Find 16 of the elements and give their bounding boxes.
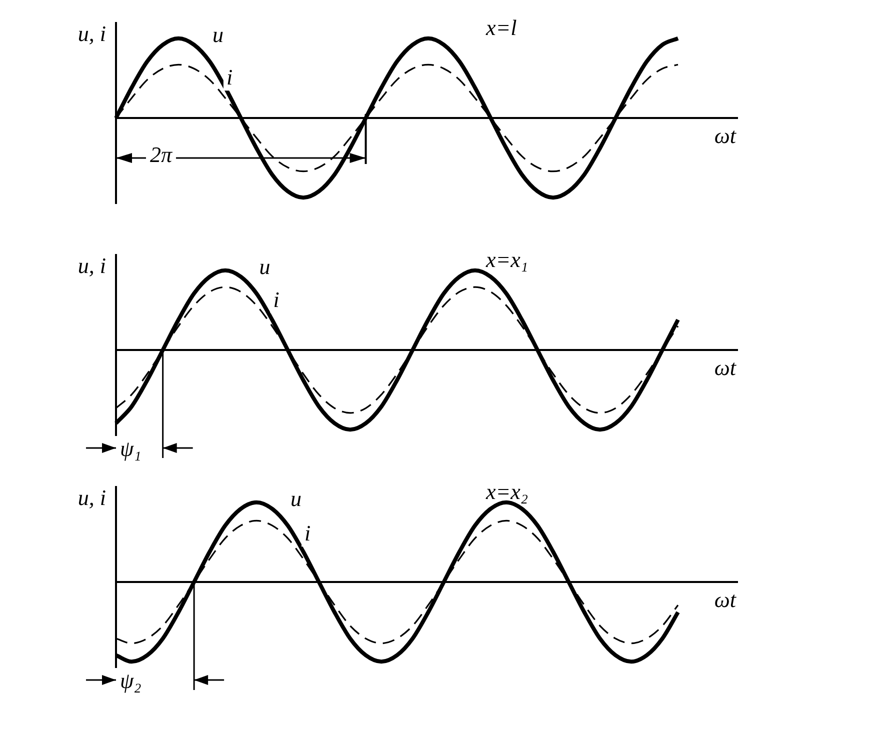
- series-label: u: [212, 22, 224, 48]
- y-axis-title: u, i: [78, 484, 106, 510]
- x-axis-title: ωt: [714, 586, 737, 612]
- series-label: u: [290, 486, 302, 512]
- series-label: i: [304, 520, 311, 546]
- series-label: u: [259, 254, 270, 280]
- y-axis-title: u, i: [78, 252, 106, 278]
- annotation: x=l: [485, 14, 517, 40]
- annotation: x=x₁: [485, 246, 528, 272]
- y-axis-title: u, i: [78, 20, 106, 46]
- x-axis-title: ωt: [714, 354, 737, 380]
- annotation: x=x₂: [485, 478, 528, 504]
- x-axis-title: ωt: [714, 122, 737, 148]
- annotation: 2π: [146, 142, 176, 168]
- series-label: i: [226, 64, 233, 90]
- series-label: i: [273, 286, 280, 312]
